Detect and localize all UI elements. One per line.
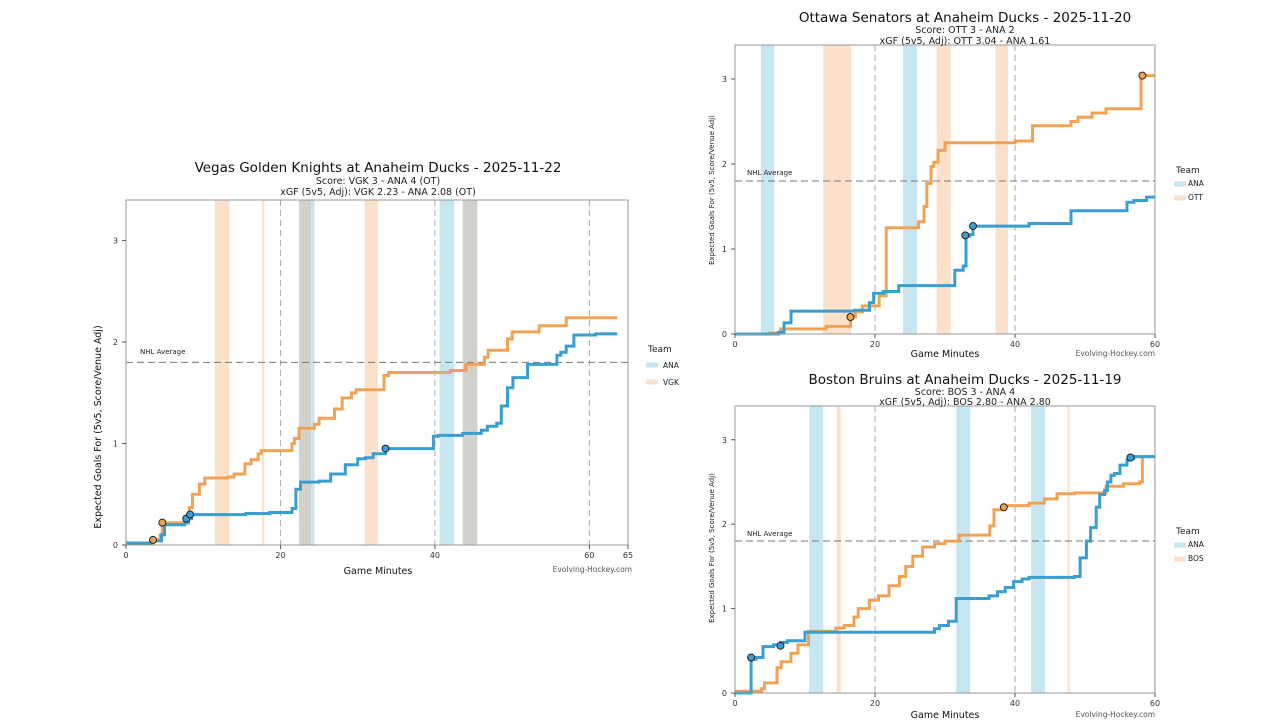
credit-label: Evolving-Hockey.com	[553, 565, 632, 574]
chart-vgk-svg: 0 20 40 60 65 0 1 2 3 Vegas Golden Knights at An…	[93, 160, 680, 577]
series-line-ana	[735, 455, 1155, 695]
goal-marker-ana	[747, 653, 756, 662]
goal-marker-ana	[186, 510, 195, 519]
series-line-ana	[735, 195, 1155, 336]
goal-marker-opp	[149, 535, 158, 544]
x-tick-label: 60	[584, 551, 594, 560]
plot-area: 0 20 40 60 0 1 2 3	[722, 405, 1186, 708]
chart-ott-svg: 0 20 40 60 0 1 2 3 Ottawa Senators at Anaheim D…	[708, 10, 1205, 360]
series-line-bos	[735, 455, 1155, 693]
legend-title: Team	[1175, 166, 1200, 176]
chart-bos-svg: 0 20 40 60 0 1 2 3 Boston Bruins at Anaheim Duc…	[708, 372, 1205, 720]
goal-marker-opp	[999, 503, 1008, 512]
legend-title: Team	[1175, 527, 1200, 537]
credit-label: Evolving-Hockey.com	[1076, 349, 1155, 358]
penalty-shade-ana	[1031, 406, 1046, 693]
x-tick-label: 0	[732, 699, 737, 708]
chart-vgk-at-ana: 0 20 40 60 65 0 1 2 3 Vegas Golden Knights at An…	[88, 156, 688, 581]
y-tick-label: 3	[113, 237, 118, 246]
series-line-vgk	[126, 316, 618, 545]
chart-title: Ottawa Senators at Anaheim Ducks - 2025-…	[799, 10, 1131, 26]
chart-title: Boston Bruins at Anaheim Ducks - 2025-11…	[808, 372, 1121, 388]
legend-label-ana: ANA	[1188, 540, 1205, 549]
y-tick-label: 3	[722, 436, 727, 445]
plot-frame	[734, 405, 1156, 694]
legend-label-opp: VGK	[663, 378, 680, 387]
penalty-shade-both	[298, 200, 312, 545]
goal-marker-ana	[969, 222, 977, 231]
y-axis-label: Expected Goals For (5v5, Score/Venue Adj…	[708, 473, 716, 623]
x-axis-label: Game Minutes	[911, 710, 980, 720]
goal-marker-opp	[1138, 71, 1147, 80]
y-tick-label: 0	[722, 330, 727, 339]
legend-label-opp: BOS	[1188, 554, 1204, 563]
x-tick-label: 40	[1010, 699, 1020, 708]
x-tick-label: 20	[870, 699, 880, 708]
legend-label-opp: OTT	[1188, 193, 1203, 202]
y-axis-label: Expected Goals For (5v5, Score/Venue Adj…	[708, 115, 716, 265]
penalty-shade-ana	[311, 200, 315, 545]
chart-score-line: Score: BOS 3 - ANA 4	[915, 387, 1015, 398]
penalty-shade-opp	[936, 45, 951, 334]
plot-frame	[734, 44, 1156, 335]
x-tick-label: 40	[430, 551, 440, 560]
plot-area: 0 20 40 60 65 0 1 2 3	[113, 199, 658, 560]
penalty-shade-ana	[760, 45, 775, 334]
y-tick-label: 0	[722, 689, 727, 698]
nhl-average-label: NHL Average	[747, 530, 792, 538]
nhl-average-label: NHL Average	[747, 169, 792, 177]
penalty-shade-opp	[214, 200, 230, 545]
x-tick-label: 0	[732, 340, 737, 349]
penalty-shade-opp	[1067, 406, 1070, 693]
chart-score-line: Score: OTT 3 - ANA 2	[915, 25, 1014, 36]
legend-label-ana: ANA	[1188, 179, 1205, 188]
x-axis-label: Game Minutes	[344, 566, 413, 577]
chart-score-line: Score: VGK 3 - ANA 4 (OT)	[316, 176, 440, 187]
credit-label: Evolving-Hockey.com	[1076, 710, 1155, 719]
nhl-average-label: NHL Average	[140, 348, 185, 356]
x-tick-label: 20	[275, 551, 285, 560]
chart-bos-at-ana: 0 20 40 60 0 1 2 3 Boston Bruins at Anaheim Duc…	[700, 370, 1260, 720]
y-tick-label: 2	[113, 338, 118, 347]
goal-marker-ana	[1126, 453, 1135, 462]
goal-marker-opp	[158, 518, 167, 527]
goal-marker-ana	[381, 444, 390, 453]
y-tick-label: 0	[113, 541, 118, 550]
y-tick-label: 1	[722, 605, 727, 614]
y-tick-label: 2	[722, 160, 727, 169]
legend-title: Team	[647, 345, 672, 355]
x-tick-label: 60	[1150, 699, 1160, 708]
penalty-shade-opp	[261, 200, 265, 545]
chart-xgf-line: xGF (5v5, Adj): BOS 2.80 - ANA 2.80	[879, 397, 1051, 408]
penalty-shade-ana	[903, 45, 917, 334]
goal-marker-ana	[961, 231, 970, 240]
goal-marker-opp	[846, 313, 855, 321]
x-axis-label: Game Minutes	[911, 349, 980, 360]
x-tick-label: 0	[123, 551, 128, 560]
x-tick-label: 40	[1010, 340, 1020, 349]
penalty-shade-opp	[364, 200, 378, 545]
goal-marker-ana	[776, 641, 785, 650]
penalty-shade-both	[462, 200, 478, 545]
penalty-shade-opp	[823, 45, 852, 334]
plot-frame	[125, 199, 629, 546]
chart-title: Vegas Golden Knights at Anaheim Ducks - …	[195, 160, 562, 176]
x-tick-label: 20	[870, 340, 880, 349]
y-tick-label: 1	[722, 245, 727, 254]
chart-ott-at-ana: 0 20 40 60 0 1 2 3 Ottawa Senators at Anaheim D…	[700, 8, 1260, 363]
y-tick-label: 3	[722, 75, 727, 84]
chart-xgf-line: xGF (5v5, Adj): VGK 2.23 - ANA 2.08 (OT)	[280, 187, 476, 198]
penalty-shade-ana	[809, 406, 824, 693]
y-tick-label: 2	[722, 520, 727, 529]
penalty-shade-opp	[995, 45, 1008, 334]
plot-area: 0 20 40 60 0 1 2 3	[722, 44, 1186, 349]
x-tick-label: 60	[1150, 340, 1160, 349]
x-tick-label: 65	[623, 551, 633, 560]
penalty-shade-opp	[836, 406, 841, 693]
y-tick-label: 1	[113, 440, 118, 449]
chart-xgf-line: xGF (5v5, Adj): OTT 3.04 - ANA 1.61	[880, 36, 1051, 47]
penalty-shade-ana	[956, 406, 971, 693]
y-axis-label: Expected Goals For (5v5, Score/Venue Adj…	[93, 325, 104, 528]
legend-label-ana: ANA	[663, 361, 680, 370]
